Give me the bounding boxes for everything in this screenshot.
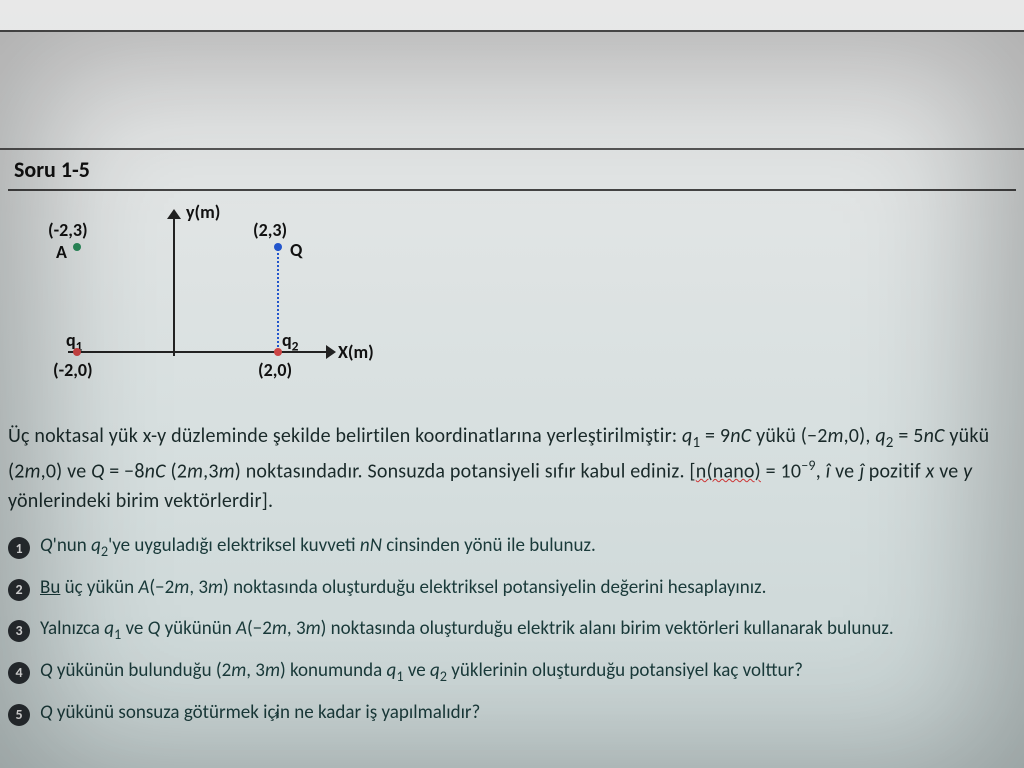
badge-3: 3	[8, 620, 30, 642]
point-A-dot	[73, 243, 81, 251]
badge-4: 4	[8, 662, 30, 684]
point-A-coord: (-2,3)	[48, 219, 88, 241]
point-q2-dot	[274, 348, 282, 356]
point-q1-dot	[73, 348, 81, 356]
question-1-text: Q'nun q2'ye uyguladığı elektriksel kuvve…	[40, 534, 596, 560]
point-q1-coord: (-2,0)	[53, 359, 93, 381]
content-area: Soru 1-5 y(m) X(m) (-2,3) A (2,3) Q q1 (…	[0, 150, 1024, 726]
coordinate-diagram: y(m) X(m) (-2,3) A (2,3) Q q1 (-2,0) q2 …	[38, 201, 378, 401]
top-blank-region	[0, 30, 1024, 150]
dashed-line-Q-q2	[277, 249, 279, 351]
badge-5: 5	[8, 704, 30, 726]
x-axis-label: X(m)	[338, 341, 374, 363]
page: Soru 1-5 y(m) X(m) (-2,3) A (2,3) Q q1 (…	[0, 30, 1024, 768]
point-A-label: A	[56, 241, 67, 263]
badge-2: 2	[8, 579, 30, 601]
problem-intro: Üç noktasal yük x-y düzleminde şekilde b…	[8, 421, 1016, 516]
point-q2-label: q2	[282, 329, 299, 355]
y-axis-label: y(m)	[186, 201, 220, 223]
y-axis-line	[173, 216, 175, 356]
badge-1: 1	[8, 537, 30, 559]
point-Q-coord: (2,3)	[253, 219, 287, 241]
question-5-text: Q yükünü sonsuza götürmek içi↟n ne kadar…	[40, 701, 480, 724]
question-3-text: Yalnızca q1 ve Q yükünün A(−2m, 3m) nokt…	[40, 617, 894, 643]
question-set-title: Soru 1-5	[8, 150, 1016, 191]
question-4-text: Q yükünün bulunduğu (2m, 3m) konumunda q…	[40, 659, 803, 685]
point-Q-label: Q	[290, 239, 302, 261]
question-1: 1 Q'nun q2'ye uyguladığı elektriksel kuv…	[8, 534, 1016, 560]
y-axis-arrow	[167, 209, 181, 219]
point-q2-coord: (2,0)	[258, 359, 292, 381]
question-3: 3 Yalnızca q1 ve Q yükünün A(−2m, 3m) no…	[8, 617, 1016, 643]
question-2: 2 Bu üç yükün A(−2m, 3m) noktasında oluş…	[8, 576, 1016, 601]
x-axis-arrow	[326, 345, 336, 359]
question-2-text: Bu üç yükün A(−2m, 3m) noktasında oluştu…	[40, 576, 766, 599]
question-5: 5 Q yükünü sonsuza götürmek içi↟n ne kad…	[8, 701, 1016, 726]
question-4: 4 Q yükünün bulunduğu (2m, 3m) konumunda…	[8, 659, 1016, 685]
question-list: 1 Q'nun q2'ye uyguladığı elektriksel kuv…	[8, 534, 1016, 725]
